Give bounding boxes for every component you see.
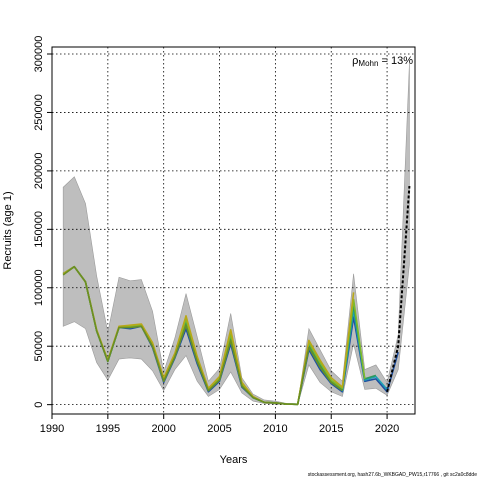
y-tick-label-0: 0	[33, 402, 45, 408]
x-tick-label-1995: 1995	[96, 423, 120, 435]
x-tick-label-2010: 2010	[263, 423, 287, 435]
y-tick-label-50000: 50000	[33, 331, 45, 362]
mohn-rho-annotation: ρMohn = 13%	[352, 55, 413, 68]
y-tick-label-200000: 200000	[33, 153, 45, 190]
mohn-rho-symbol: ρ	[352, 55, 358, 67]
mohn-rho-subscript: Mohn	[358, 59, 378, 68]
series-line-6	[62, 265, 343, 406]
y-tick-label-100000: 100000	[33, 269, 45, 306]
confidence-band	[62, 63, 410, 405]
mohn-rho-value: = 13%	[378, 55, 413, 67]
x-tick-label-2020: 2020	[375, 423, 399, 435]
y-axis-title: Recruits (age 1)	[2, 191, 14, 269]
x-axis: 1990 1995 2000 2005 2010 2015 2020	[40, 413, 399, 435]
y-axis: 0 50000 100000 150000 200000 250000 300000	[33, 36, 52, 408]
x-tick-label-2000: 2000	[151, 423, 175, 435]
series-line-7	[386, 186, 411, 393]
footer-credit: stockassessment.org, hash27.6b_WKBGAD_PW…	[308, 472, 477, 478]
y-tick-label-250000: 250000	[33, 94, 45, 131]
x-tick-label-2005: 2005	[207, 423, 231, 435]
series-layer	[62, 186, 411, 406]
y-tick-label-150000: 150000	[33, 211, 45, 248]
x-axis-title: Years	[220, 454, 248, 466]
y-tick-label-300000: 300000	[33, 36, 45, 73]
x-tick-label-2015: 2015	[319, 423, 343, 435]
x-tick-label-1990: 1990	[40, 423, 64, 435]
confidence-band-layer	[62, 63, 410, 405]
